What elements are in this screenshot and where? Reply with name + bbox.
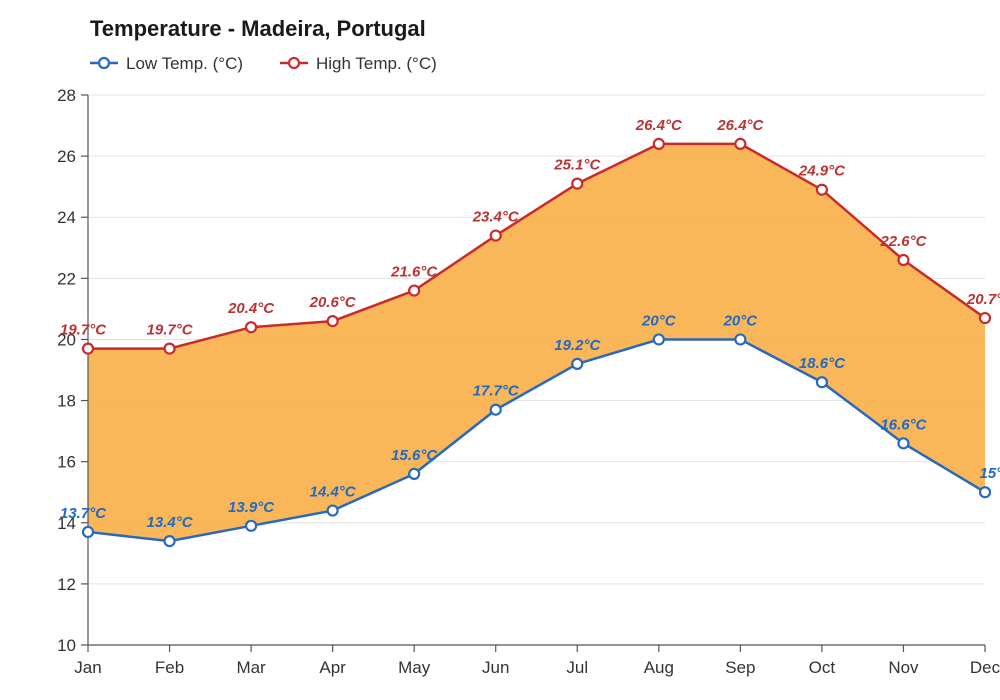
high-temp-label: 19.7°C [147, 322, 194, 339]
legend-marker [289, 58, 299, 68]
high-temp-label: 21.6°C [390, 264, 438, 281]
low-temp-marker [83, 527, 93, 537]
high-temp-label: 20.6°C [309, 294, 357, 311]
high-temp-marker [83, 344, 93, 354]
low-temp-label: 20°C [641, 312, 677, 329]
low-temp-label: 13.9°C [228, 499, 275, 516]
x-tick-label: Dec [970, 658, 1000, 677]
x-tick-label: Oct [809, 658, 836, 677]
high-temp-marker [898, 255, 908, 265]
x-tick-label: Jul [566, 658, 588, 677]
chart-title: Temperature - Madeira, Portugal [90, 16, 426, 41]
high-temp-marker [572, 179, 582, 189]
high-temp-marker [165, 344, 175, 354]
low-temp-marker [898, 438, 908, 448]
y-tick-label: 26 [57, 147, 76, 166]
y-tick-label: 10 [57, 636, 76, 655]
y-tick-label: 18 [57, 392, 76, 411]
x-tick-label: Jan [74, 658, 101, 677]
y-tick-label: 28 [57, 86, 76, 105]
high-temp-marker [735, 139, 745, 149]
low-temp-marker [817, 377, 827, 387]
high-temp-label: 24.9°C [798, 163, 846, 180]
low-temp-marker [491, 405, 501, 415]
low-temp-label: 16.6°C [880, 416, 927, 433]
high-temp-label: 25.1°C [553, 157, 601, 174]
high-temp-label: 26.4°C [716, 117, 764, 134]
x-tick-label: Nov [888, 658, 919, 677]
high-temp-marker [409, 286, 419, 296]
chart-svg: 10121416182022242628JanFebMarAprMayJunJu… [0, 0, 1000, 700]
high-temp-label: 20.7°C [966, 291, 1000, 308]
low-temp-marker [246, 521, 256, 531]
high-temp-label: 26.4°C [635, 117, 683, 134]
legend-marker [99, 58, 109, 68]
low-temp-marker [165, 536, 175, 546]
low-temp-label: 20°C [723, 312, 759, 329]
x-tick-label: Apr [319, 658, 346, 677]
x-tick-label: Feb [155, 658, 184, 677]
low-temp-marker [409, 469, 419, 479]
high-temp-label: 19.7°C [60, 322, 107, 339]
low-temp-marker [654, 334, 664, 344]
low-temp-marker [572, 359, 582, 369]
high-temp-marker [817, 185, 827, 195]
legend-label: High Temp. (°C) [316, 54, 437, 73]
high-temp-marker [980, 313, 990, 323]
low-temp-label: 15°C [979, 465, 1000, 482]
x-tick-label: May [398, 658, 431, 677]
high-temp-marker [654, 139, 664, 149]
high-temp-marker [491, 231, 501, 241]
high-temp-label: 22.6°C [879, 233, 927, 250]
legend-label: Low Temp. (°C) [126, 54, 243, 73]
x-tick-label: Sep [725, 658, 755, 677]
low-temp-label: 13.7°C [60, 505, 107, 522]
high-temp-label: 20.4°C [227, 300, 275, 317]
low-temp-label: 13.4°C [147, 514, 194, 531]
low-temp-label: 14.4°C [310, 484, 357, 501]
high-temp-marker [328, 316, 338, 326]
low-temp-marker [735, 334, 745, 344]
low-temp-marker [980, 487, 990, 497]
low-temp-label: 15.6°C [391, 447, 438, 464]
low-temp-label: 18.6°C [799, 355, 846, 372]
low-temp-label: 17.7°C [473, 383, 520, 400]
high-temp-label: 23.4°C [472, 209, 520, 226]
y-tick-label: 24 [57, 208, 76, 227]
x-tick-label: Mar [236, 658, 266, 677]
y-tick-label: 22 [57, 269, 76, 288]
low-temp-label: 19.2°C [554, 337, 601, 354]
temperature-range-area [88, 144, 985, 541]
y-tick-label: 12 [57, 575, 76, 594]
high-temp-marker [246, 322, 256, 332]
x-tick-label: Aug [644, 658, 674, 677]
y-tick-label: 16 [57, 453, 76, 472]
low-temp-marker [328, 506, 338, 516]
x-tick-label: Jun [482, 658, 509, 677]
temperature-chart: 10121416182022242628JanFebMarAprMayJunJu… [0, 0, 1000, 700]
